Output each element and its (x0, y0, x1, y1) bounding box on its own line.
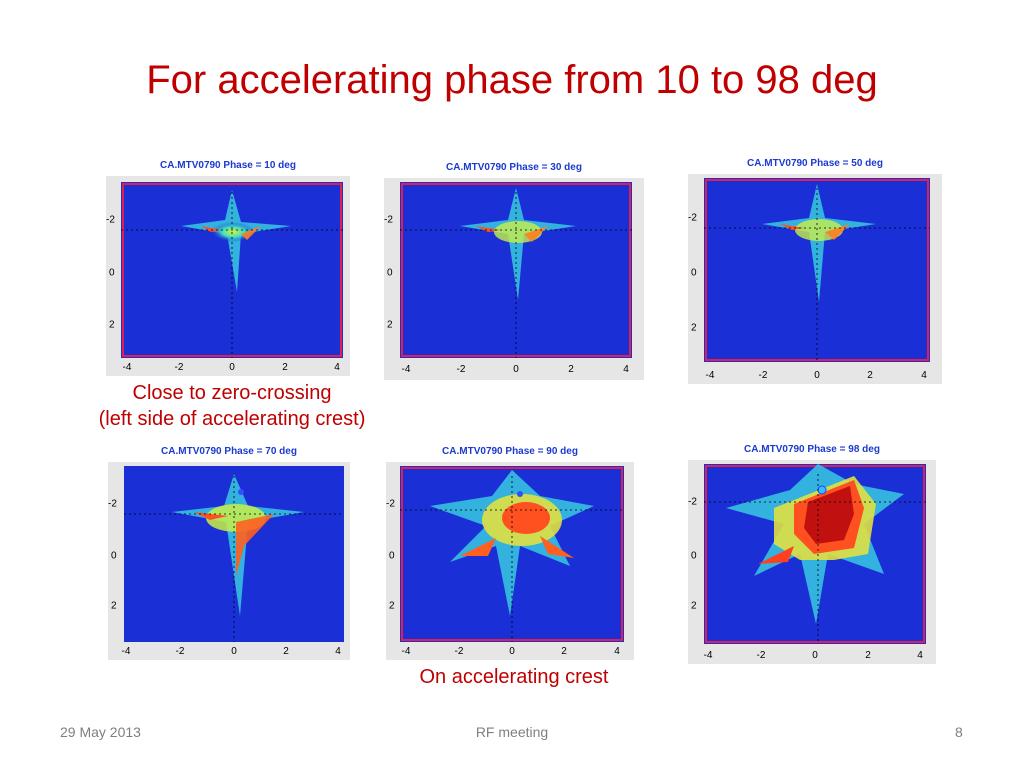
y-tick-label: 2 (691, 322, 697, 334)
beam-image (400, 182, 632, 358)
y-tick-label: 2 (387, 319, 393, 331)
beam-image (704, 464, 926, 644)
y-tick-label: 2 (111, 600, 117, 612)
x-tick-label: 4 (334, 362, 340, 373)
beam-profile-plot: -4 -2 0 2 4 -2 0 2 (108, 466, 344, 657)
x-tick-label: -4 (122, 362, 132, 373)
beam-image (400, 466, 624, 642)
caption-line: (left side of accelerating crest) (98, 408, 366, 430)
beam-profile-plot: -4 -2 0 2 4 -2 0 2 (688, 178, 930, 381)
footer-date: 29 May 2013 (60, 724, 141, 740)
x-tick-label: 2 (282, 362, 288, 373)
x-tick-label: 0 (812, 650, 818, 661)
slide-title: For accelerating phase from 10 to 98 deg (146, 58, 878, 102)
beam-image-panel: CA.MTV0790 Phase = 90 deg -4 -2 0 2 4 -2… (386, 446, 634, 660)
y-tick-label: 0 (387, 267, 393, 279)
beam-profile-plot: -4 -2 0 2 4 -2 0 2 (106, 182, 343, 373)
plot-title: CA.MTV0790 Phase = 70 deg (161, 446, 297, 457)
x-tick-label: 2 (867, 370, 873, 381)
beam-profile-plot: -4 -2 0 2 4 -2 0 2 (688, 464, 926, 661)
plot-title: CA.MTV0790 Phase = 90 deg (442, 446, 578, 457)
x-tick-label: -4 (401, 646, 411, 657)
plot-title: CA.MTV0790 Phase = 10 deg (160, 160, 296, 171)
beam-image-panel: CA.MTV0790 Phase = 30 deg -4 -2 0 2 4 -2… (384, 162, 644, 380)
y-tick-label: -2 (688, 496, 697, 508)
x-tick-label: -4 (705, 370, 715, 381)
y-tick-label: 2 (691, 600, 697, 612)
x-tick-label: -2 (758, 370, 768, 381)
x-tick-label: 0 (231, 646, 237, 657)
y-tick-label: 0 (109, 267, 115, 279)
beam-image (124, 466, 344, 642)
beam-profile-plot: -4 -2 0 2 4 -2 0 2 (386, 466, 624, 657)
x-tick-label: 2 (561, 646, 567, 657)
y-tick-label: 2 (389, 600, 395, 612)
beam-image (704, 178, 930, 362)
beam-image-panel: CA.MTV0790 Phase = 10 deg -4 -2 0 2 4 -2… (106, 160, 350, 376)
x-tick-label: 4 (335, 646, 341, 657)
caption-line: Close to zero-crossing (132, 382, 332, 404)
plot-title: CA.MTV0790 Phase = 50 deg (747, 158, 883, 169)
x-tick-label: 2 (568, 364, 574, 375)
y-tick-label: 0 (691, 267, 697, 279)
plot-title: CA.MTV0790 Phase = 30 deg (446, 162, 582, 173)
x-tick-label: -2 (174, 362, 184, 373)
x-tick-label: 0 (814, 370, 820, 381)
x-tick-label: -4 (121, 646, 131, 657)
x-tick-label: 4 (623, 364, 629, 375)
x-tick-label: 0 (513, 364, 519, 375)
beam-image-panel: CA.MTV0790 Phase = 98 deg -4 -2 0 2 4 -2… (688, 444, 936, 664)
x-tick-label: -2 (454, 646, 464, 657)
beam-image-panel: CA.MTV0790 Phase = 50 deg -4 -2 0 2 4 -2… (688, 158, 942, 384)
x-tick-label: 2 (283, 646, 289, 657)
y-tick-label: 0 (111, 550, 117, 562)
caption-zero-crossing: Close to zero-crossing (left side of acc… (40, 380, 424, 432)
y-tick-label: -2 (108, 498, 117, 510)
y-tick-label: 2 (109, 319, 115, 331)
x-tick-label: -2 (175, 646, 185, 657)
beam-profile-plot: -4 -2 0 2 4 -2 0 2 (384, 182, 632, 375)
x-tick-label: -2 (756, 650, 766, 661)
x-tick-label: 0 (509, 646, 515, 657)
x-tick-label: -4 (401, 364, 411, 375)
x-tick-label: 4 (614, 646, 620, 657)
x-tick-label: 4 (917, 650, 923, 661)
x-tick-label: -4 (703, 650, 713, 661)
y-tick-label: -2 (688, 212, 697, 224)
beam-image (121, 182, 343, 358)
y-tick-label: -2 (384, 214, 393, 226)
y-tick-label: -2 (386, 498, 395, 510)
x-tick-label: 0 (229, 362, 235, 373)
x-tick-label: 4 (921, 370, 927, 381)
plot-title: CA.MTV0790 Phase = 98 deg (744, 444, 880, 455)
footer-center-text: RF meeting (475, 724, 549, 740)
page-number: 8 (955, 724, 963, 740)
y-tick-label: -2 (106, 214, 115, 226)
x-tick-label: -2 (456, 364, 466, 375)
y-tick-label: 0 (691, 550, 697, 562)
x-tick-label: 2 (865, 650, 871, 661)
caption-crest: On accelerating crest (419, 666, 609, 688)
y-tick-label: 0 (389, 550, 395, 562)
beam-image-panel: CA.MTV0790 Phase = 70 deg -4 -2 0 2 4 -2… (108, 446, 350, 660)
